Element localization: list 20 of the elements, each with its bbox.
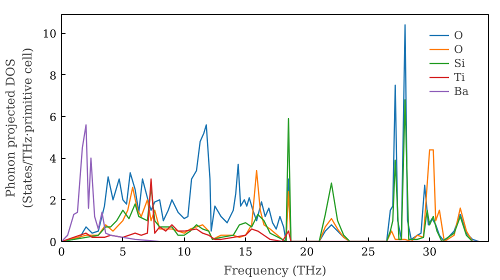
legend-label: Si bbox=[454, 56, 466, 70]
y-tick-label: 4 bbox=[50, 152, 56, 166]
x-tick-label: 30 bbox=[422, 246, 437, 258]
y-tick-label: 0 bbox=[50, 236, 56, 249]
x-tick-label: 20 bbox=[300, 246, 314, 258]
x-tick-label: 15 bbox=[238, 246, 253, 258]
x-axis-title: Frequency (THz) bbox=[224, 264, 326, 278]
y-tick-label: 8 bbox=[50, 69, 56, 82]
x-tick-label: 10 bbox=[177, 246, 192, 258]
legend-label: O bbox=[454, 28, 464, 42]
legend-label: Ti bbox=[454, 70, 466, 84]
legend-label: Ba bbox=[454, 84, 470, 98]
y-tick-label: 10 bbox=[42, 28, 57, 41]
legend-label: O bbox=[454, 42, 464, 56]
x-tick-label: 5 bbox=[119, 246, 126, 258]
y-tick-label: 2 bbox=[50, 194, 56, 208]
x-tick-label: 0 bbox=[58, 246, 65, 258]
y-axis-title: Phonon projected DOS (States/THz·primitive cell) bbox=[4, 48, 35, 208]
x-tick-label: 25 bbox=[361, 246, 376, 258]
y-tick-label: 6 bbox=[50, 111, 56, 124]
